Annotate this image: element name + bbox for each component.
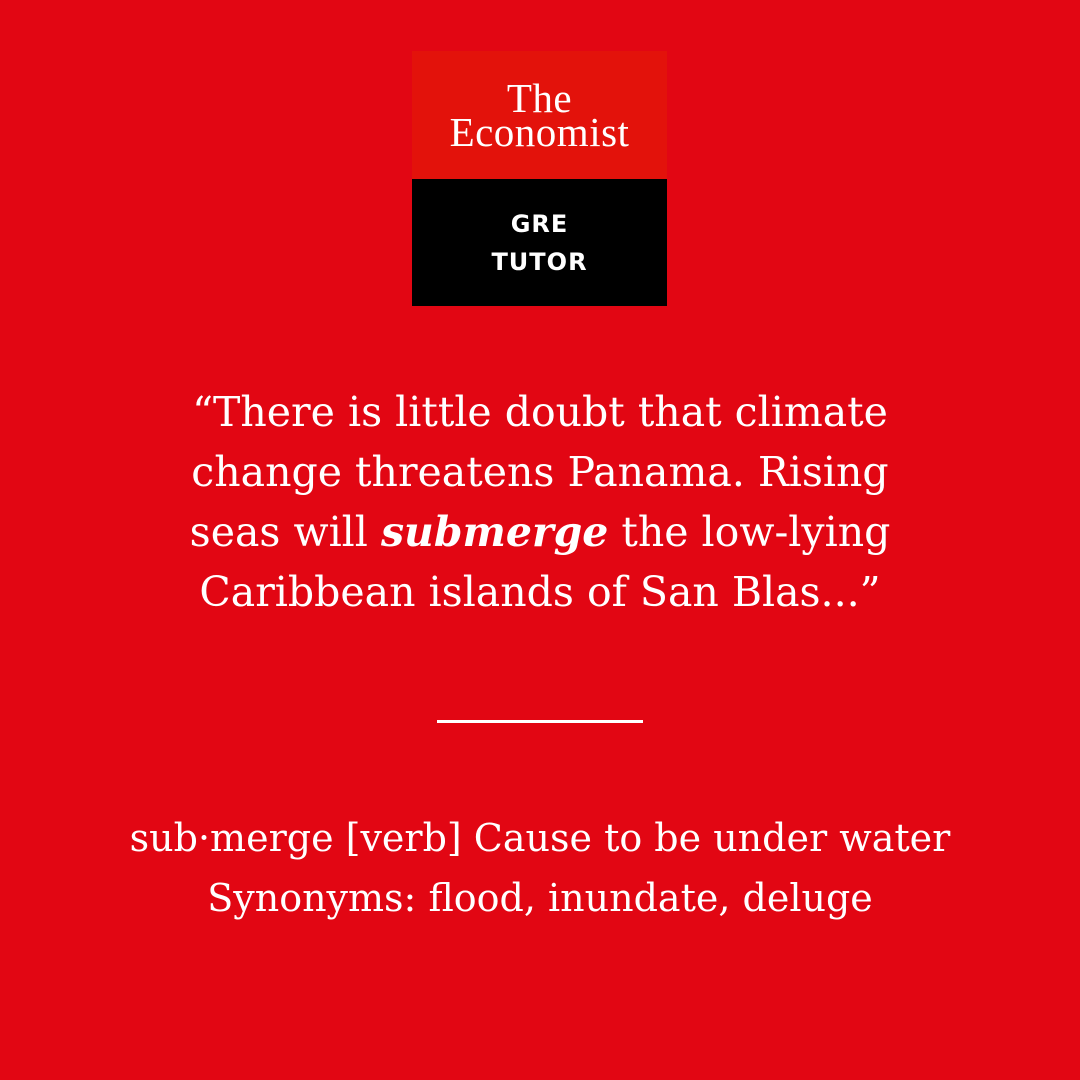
quote-text: “There is little doubt that climate chan… bbox=[0, 382, 1080, 622]
quote-line-3: seas will submerge the low-lying bbox=[0, 502, 1080, 562]
logo-title-line2: Economist bbox=[449, 109, 630, 155]
quote-line-4: Caribbean islands of San Blas...” bbox=[199, 568, 881, 616]
logo-sub-line1: GRE bbox=[510, 209, 569, 238]
quote-line-2: change threatens Panama. Rising bbox=[191, 448, 889, 496]
definition-text: sub·merge [verb] Cause to be under water… bbox=[0, 808, 1080, 928]
logo-sub-line2: TUTOR bbox=[491, 247, 588, 276]
logo-masthead: The Economist bbox=[412, 51, 667, 179]
logo-title-line1: The bbox=[506, 75, 573, 121]
economist-logo: The Economist GRE TUTOR bbox=[412, 51, 667, 306]
synonyms-line: Synonyms: flood, inundate, deluge bbox=[207, 876, 873, 920]
quote-line-1: “There is little doubt that climate bbox=[192, 388, 888, 436]
definition-line: sub·merge [verb] Cause to be under water bbox=[129, 816, 951, 860]
emphasized-word: submerge bbox=[380, 508, 609, 556]
divider bbox=[437, 720, 643, 723]
quote-line-3-before: seas will bbox=[189, 508, 381, 556]
logo-subtitle-block: GRE TUTOR bbox=[412, 179, 667, 306]
quote-line-3-after: the low-lying bbox=[608, 508, 891, 556]
